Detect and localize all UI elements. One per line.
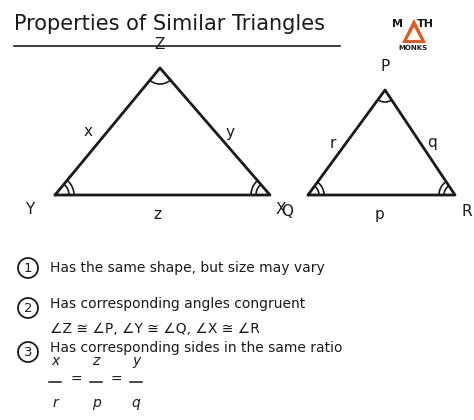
Text: p: p: [91, 396, 100, 410]
Text: z: z: [153, 207, 161, 222]
Text: M: M: [392, 19, 403, 29]
Text: R: R: [462, 204, 473, 219]
Text: r: r: [330, 136, 336, 150]
Text: z: z: [92, 354, 100, 368]
Text: Has corresponding sides in the same ratio: Has corresponding sides in the same rati…: [50, 341, 343, 355]
Text: 2: 2: [24, 302, 32, 315]
Text: p: p: [375, 207, 385, 222]
Text: 1: 1: [24, 262, 32, 275]
Text: P: P: [380, 59, 390, 74]
Text: Properties of Similar Triangles: Properties of Similar Triangles: [14, 14, 325, 34]
Text: ∠Z ≅ ∠P, ∠Y ≅ ∠Q, ∠X ≅ ∠R: ∠Z ≅ ∠P, ∠Y ≅ ∠Q, ∠X ≅ ∠R: [50, 322, 260, 336]
Text: q: q: [132, 396, 140, 410]
Polygon shape: [402, 19, 426, 43]
Text: Y: Y: [25, 202, 34, 217]
Text: MONKS: MONKS: [398, 45, 427, 51]
Polygon shape: [407, 27, 421, 40]
Text: q: q: [427, 136, 437, 150]
Text: TH: TH: [417, 19, 434, 29]
Text: Z: Z: [155, 37, 165, 52]
Text: =: =: [110, 373, 122, 387]
Text: x: x: [83, 124, 92, 139]
Text: x: x: [51, 354, 59, 368]
Text: Has the same shape, but size may vary: Has the same shape, but size may vary: [50, 261, 325, 275]
Text: =: =: [70, 373, 82, 387]
Text: r: r: [52, 396, 58, 410]
Text: Has corresponding angles congruent: Has corresponding angles congruent: [50, 297, 305, 311]
Text: Q: Q: [281, 204, 293, 219]
Text: y: y: [132, 354, 140, 368]
Text: 3: 3: [24, 346, 32, 359]
Text: X: X: [276, 202, 286, 217]
Text: y: y: [226, 124, 235, 139]
